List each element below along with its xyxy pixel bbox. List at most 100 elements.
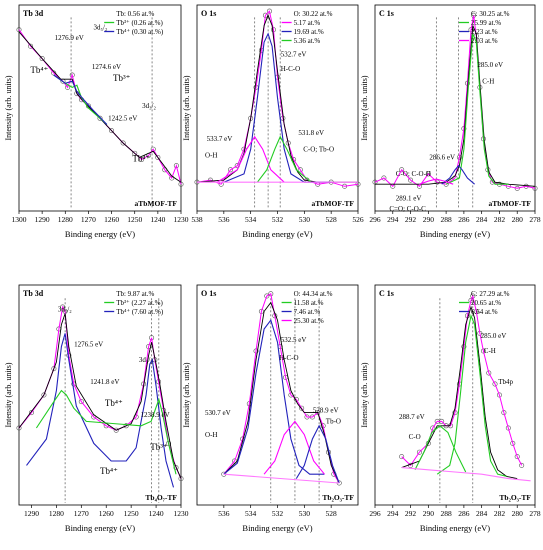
x-tick-label: 284 (476, 509, 488, 518)
x-axis-label: Binding energy (eV) (420, 229, 490, 239)
x-tick-label: 530 (299, 215, 311, 224)
data-point (510, 440, 516, 446)
legend-header: C: 30.25 at.% (471, 10, 510, 18)
data-point (69, 72, 75, 78)
co-component-line (256, 135, 312, 183)
data-point (97, 115, 103, 121)
data-point (425, 171, 431, 177)
panel-title: C 1s (379, 289, 394, 298)
legend-entry: 2.03 at.% (471, 37, 498, 45)
y-axis-label: Intensity (arb. units) (182, 75, 191, 140)
fit-envelope-line (375, 25, 536, 187)
data-point (381, 175, 387, 181)
raw-data-line (374, 15, 536, 189)
data-point (173, 465, 179, 471)
peak-annotation: Tb4p (498, 378, 513, 386)
xps-panel: 536 534 532 530 528 Binding energy (eV) Intens… (182, 284, 359, 533)
oh-component-line (216, 135, 285, 183)
data-point (514, 454, 520, 460)
x-tick-label: 536 (218, 215, 230, 224)
fit-envelope-line (401, 305, 518, 480)
data-point (486, 370, 492, 376)
sample-label: Tb₂O₃-TF (499, 493, 531, 502)
peak-annotation: Tb-O (326, 418, 341, 426)
data-point (470, 293, 476, 299)
peak-annotation: 3d₅/₂ (58, 305, 72, 313)
data-point (113, 427, 119, 433)
data-point (173, 163, 179, 169)
sample-label: Tb₂O₃-TF (322, 493, 354, 502)
x-tick-label: 1240 (149, 509, 164, 518)
sample-label: aTbMOF-TF (312, 199, 355, 208)
data-point (492, 381, 498, 387)
x-tick-label: 1230 (174, 509, 189, 518)
data-point (519, 462, 525, 468)
peak-annotation: 1242.5 eV (108, 114, 137, 122)
x-tick-label: 1270 (74, 509, 89, 518)
legend-entry: 25.99 at.% (471, 19, 501, 27)
data-point (514, 185, 520, 191)
ch-component-line (445, 33, 509, 185)
background-line (401, 467, 531, 482)
data-point (468, 297, 474, 303)
y-axis-label: Intensity (arb. units) (4, 362, 13, 427)
oh-component-line (263, 420, 325, 475)
x-tick-label: 536 (218, 509, 230, 518)
tb3-component-line (53, 74, 108, 125)
x-tick-label: 286 (458, 509, 470, 518)
peak-annotation: 528.9 eV (313, 407, 339, 415)
legend-entry: 11.58 at.% (294, 299, 324, 307)
legend-header: Tb: 0.56 at.% (116, 10, 154, 18)
raw-data-line (18, 305, 182, 479)
data-point (41, 392, 47, 398)
data-point (132, 150, 138, 156)
legend-header: Tb: 9.87 at.% (116, 290, 154, 298)
x-tick-label: 1290 (35, 215, 50, 224)
data-point (496, 392, 502, 398)
x-tick-label: 538 (191, 215, 203, 224)
data-point (16, 425, 22, 431)
x-axis-label: Binding energy (eV) (420, 523, 490, 533)
x-tick-label: 530 (299, 509, 311, 518)
x-tick-label: 528 (326, 215, 338, 224)
panel-title: Tb 3d (23, 9, 44, 18)
sample-label: aTbMOF-TF (489, 199, 532, 208)
x-tick-label: 1250 (127, 215, 142, 224)
ch-component-line (436, 313, 507, 477)
data-point (501, 410, 507, 416)
peak-annotation: 3d₃/₂ (142, 102, 156, 110)
x-tick-label: 534 (245, 509, 257, 518)
sample-label: Tb₄O₇-TF (145, 493, 177, 502)
x-tick-label: 528 (326, 509, 338, 518)
x-axis-label: Binding energy (eV) (65, 523, 135, 533)
x-axis-label: Binding energy (eV) (242, 523, 312, 533)
tb4-component-line (26, 333, 175, 488)
peak-annotation: C=O; C-O-C (389, 205, 426, 213)
peak-annotation: 286.6 eV (429, 154, 455, 162)
data-point (39, 56, 45, 62)
plot-frame (18, 4, 182, 212)
peak-annotation: 531.8 eV (298, 129, 324, 137)
tbo-component-line (295, 424, 340, 484)
coc-component-line (419, 178, 454, 185)
y-axis-label: Intensity (arb. units) (4, 75, 13, 140)
peak-annotation: Tb⁴⁺ (132, 154, 150, 164)
xps-panel: 296 294 292 290 288 286 284 282 280 278 Binding en… (360, 4, 541, 239)
legend-header: O: 30.22 at.% (294, 10, 333, 18)
data-point (430, 425, 436, 431)
data-point (399, 167, 405, 173)
data-point (416, 449, 422, 455)
peak-annotation: C-O; Tb-O (303, 145, 334, 153)
peak-annotation: O-H (205, 431, 217, 439)
tb4-component-line (53, 74, 108, 125)
peak-annotation: 285.0 eV (477, 61, 503, 69)
panel-title: Tb 3d (23, 289, 44, 298)
x-tick-label: 1300 (12, 215, 27, 224)
data-point (228, 167, 234, 173)
data-point (109, 128, 115, 134)
legend-entry: 20.65 at.% (471, 299, 501, 307)
legend-entry: 5.17 at.% (294, 19, 321, 27)
background-line (223, 473, 340, 484)
x-tick-label: 1290 (24, 509, 39, 518)
